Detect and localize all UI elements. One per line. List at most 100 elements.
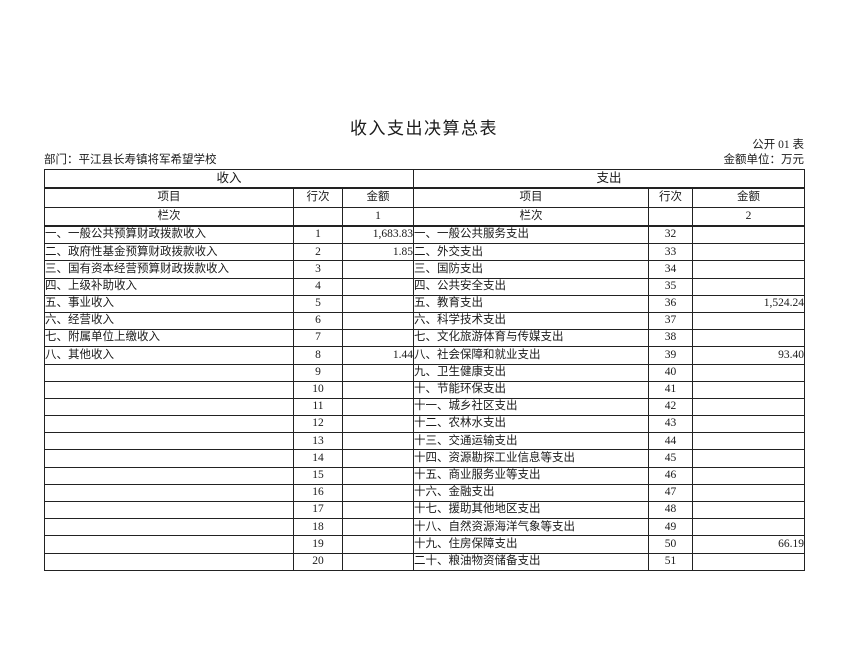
income-item-cell (44, 466, 294, 485)
income-line-cell: 3 (293, 260, 343, 279)
table-row: 9 九、卫生健康支出 40 (44, 363, 805, 382)
expense-line-cell: 34 (648, 260, 693, 279)
expense-amount-cell: 66.19 (692, 535, 805, 554)
expense-amount-cell (692, 380, 805, 399)
income-item-cell (44, 535, 294, 554)
expense-item-cell: 十二、农林水支出 (413, 415, 649, 434)
expense-line-cell: 33 (648, 243, 693, 262)
income-item-cell: 八、其他收入 (44, 346, 294, 365)
income-amount-cell (342, 277, 414, 296)
table-row: 14 十四、资源勘探工业信息等支出 45 (44, 449, 805, 468)
expense-amount-cell: 1,524.24 (692, 294, 805, 313)
expense-amount-cell (692, 483, 805, 503)
expense-index-number: 2 (692, 207, 805, 227)
expense-item-cell: 一、一般公共服务支出 (413, 225, 649, 245)
expense-amount-cell (692, 397, 805, 417)
table-body: 一、一般公共预算财政拨款收入 1 1,683.83 一、一般公共服务支出 32 二、政府性… (44, 225, 805, 571)
income-item-cell (44, 415, 294, 434)
expense-line-cell: 37 (648, 311, 693, 331)
income-amount-cell (342, 500, 414, 520)
expense-index-line-cell (648, 207, 693, 227)
expense-item-cell: 二、外交支出 (413, 243, 649, 262)
expense-line-cell: 39 (648, 346, 693, 365)
income-section-header: 收入 (44, 169, 414, 189)
income-line-cell: 2 (293, 243, 343, 262)
expense-item-cell: 八、社会保障和就业支出 (413, 346, 649, 365)
income-index-number: 1 (342, 207, 414, 227)
expense-amount-cell (692, 466, 805, 485)
page-title: 收入支出决算总表 (350, 119, 498, 138)
expense-amount-cell (692, 500, 805, 520)
income-item-cell: 三、国有资本经营预算财政拨款收入 (44, 260, 294, 279)
expense-line-cell: 51 (648, 552, 693, 571)
income-amount-cell (342, 294, 414, 313)
income-amount-header: 金额 (342, 187, 414, 208)
table-row: 七、附属单位上缴收入 7 七、文化旅游体育与传媒支出 38 (44, 329, 805, 348)
column-header-row: 项目 行次 金额 项目 行次 金额 (44, 187, 805, 208)
expense-index-label: 栏次 (413, 207, 649, 227)
income-line-cell: 12 (293, 415, 343, 434)
unit-note-label: 金额单位：万元 (723, 154, 805, 166)
income-item-cell: 四、上级补助收入 (44, 277, 294, 296)
table-row: 四、上级补助收入 4 四、公共安全支出 35 (44, 277, 805, 296)
income-line-cell: 15 (293, 466, 343, 485)
table-row: 20 二十、粮油物资储备支出 51 (44, 552, 805, 571)
table-row: 15 十五、商业服务业等支出 46 (44, 466, 805, 485)
table-row: 19 十九、住房保障支出 50 66.19 (44, 535, 805, 554)
table-row: 16 十六、金融支出 47 (44, 483, 805, 503)
income-line-cell: 9 (293, 363, 343, 382)
income-line-cell: 6 (293, 311, 343, 331)
expense-item-cell: 十三、交通运输支出 (413, 432, 649, 451)
expense-amount-cell (692, 260, 805, 279)
income-amount-cell (342, 363, 414, 382)
table-code-label: 公开 01 表 (752, 139, 804, 151)
expense-line-cell: 48 (648, 500, 693, 520)
income-amount-cell (342, 483, 414, 503)
income-item-cell (44, 483, 294, 503)
expense-item-cell: 十九、住房保障支出 (413, 535, 649, 554)
income-item-cell: 二、政府性基金预算财政拨款收入 (44, 243, 294, 262)
expense-item-cell: 四、公共安全支出 (413, 277, 649, 296)
expense-section-header: 支出 (413, 169, 805, 189)
expense-item-cell: 十四、资源勘探工业信息等支出 (413, 449, 649, 468)
income-index-line-cell (293, 207, 343, 227)
table-row: 18 十八、自然资源海洋气象等支出 49 (44, 518, 805, 537)
expense-item-cell: 十六、金融支出 (413, 483, 649, 503)
table-row: 13 十三、交通运输支出 44 (44, 432, 805, 451)
income-item-cell (44, 363, 294, 382)
expense-amount-cell (692, 329, 805, 348)
income-index-label: 栏次 (44, 207, 294, 227)
income-line-cell: 16 (293, 483, 343, 503)
income-line-cell: 14 (293, 449, 343, 468)
income-amount-cell: 1,683.83 (342, 225, 414, 245)
expense-line-cell: 47 (648, 483, 693, 503)
table-row: 五、事业收入 5 五、教育支出 36 1,524.24 (44, 294, 805, 313)
expense-amount-cell (692, 518, 805, 537)
income-amount-cell (342, 432, 414, 451)
expense-line-cell: 35 (648, 277, 693, 296)
table-row: 10 十、节能环保支出 41 (44, 380, 805, 399)
expense-line-cell: 41 (648, 380, 693, 399)
table-row: 一、一般公共预算财政拨款收入 1 1,683.83 一、一般公共服务支出 32 (44, 225, 805, 245)
table-row: 二、政府性基金预算财政拨款收入 2 1.85 二、外交支出 33 (44, 243, 805, 262)
expense-line-cell: 45 (648, 449, 693, 468)
income-line-cell: 20 (293, 552, 343, 571)
expense-item-cell: 九、卫生健康支出 (413, 363, 649, 382)
income-item-cell (44, 397, 294, 417)
income-amount-cell (342, 535, 414, 554)
expense-item-header: 项目 (413, 187, 649, 208)
expense-line-cell: 38 (648, 329, 693, 348)
expense-line-header: 行次 (648, 187, 693, 208)
table-row: 六、经营收入 6 六、科学技术支出 37 (44, 311, 805, 331)
expense-line-cell: 44 (648, 432, 693, 451)
income-item-cell: 六、经营收入 (44, 311, 294, 331)
expense-amount-cell (692, 363, 805, 382)
expense-item-cell: 十七、援助其他地区支出 (413, 500, 649, 520)
income-item-cell (44, 518, 294, 537)
income-item-header: 项目 (44, 187, 294, 208)
income-amount-cell (342, 380, 414, 399)
expense-item-cell: 六、科学技术支出 (413, 311, 649, 331)
income-item-cell: 五、事业收入 (44, 294, 294, 313)
column-index-row: 栏次 1 栏次 2 (44, 207, 805, 227)
